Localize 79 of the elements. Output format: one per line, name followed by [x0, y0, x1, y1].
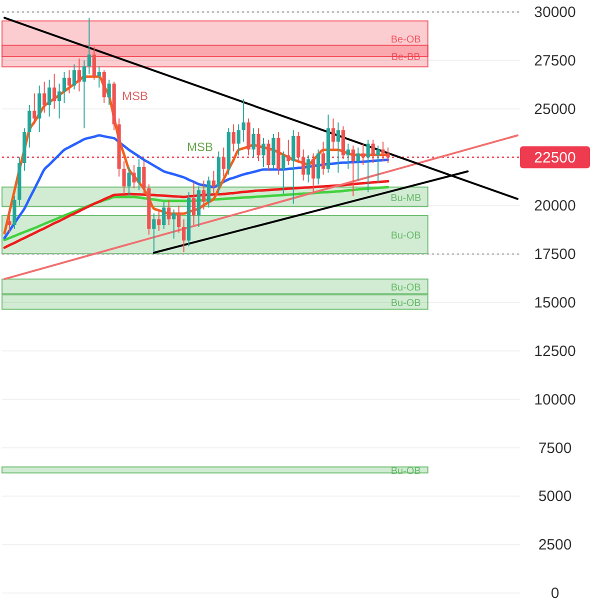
- candlestick: [177, 205, 181, 234]
- candlestick: [122, 160, 126, 195]
- candlestick: [72, 64, 76, 90]
- annotation: MSB: [122, 89, 148, 103]
- candlestick: [232, 124, 236, 152]
- candlestick: [266, 139, 270, 172]
- candlestick: [42, 81, 46, 114]
- candlestick: [67, 70, 72, 94]
- candlestick: [361, 143, 365, 166]
- candlestick: [52, 73, 56, 110]
- y-tick-label: 12500: [534, 342, 576, 360]
- y-tick-label: 17500: [534, 246, 576, 264]
- candlestick: [256, 128, 260, 162]
- candlestick: [346, 143, 350, 170]
- candlestick: [162, 201, 166, 230]
- band-label: Be-OB: [390, 34, 422, 46]
- band-label: Bu-MB: [390, 192, 422, 204]
- candlestick: [371, 139, 375, 164]
- band-label: Bu-OB: [390, 282, 422, 294]
- candlestick: [306, 154, 310, 183]
- y-tick-label: 0: [550, 585, 560, 600]
- candlestick: [127, 166, 131, 196]
- candlestick: [302, 149, 306, 181]
- candlestick: [167, 199, 171, 226]
- candlestick: [48, 79, 52, 118]
- candlestick: [312, 152, 316, 193]
- y-tick-label: 27500: [534, 52, 576, 70]
- candlestick: [172, 209, 176, 240]
- candlestick: [236, 124, 240, 156]
- candlestick: [137, 158, 141, 191]
- candlestick: [87, 17, 91, 74]
- candlestick: [132, 164, 136, 189]
- candlestick: [386, 147, 390, 164]
- candlestick: [32, 92, 36, 125]
- candlestick: [282, 150, 286, 195]
- candlestick: [222, 147, 226, 178]
- y-tick-label: 7500: [538, 440, 572, 457]
- candlestick: [381, 141, 385, 162]
- candlestick: [252, 128, 256, 158]
- candlestick: [82, 60, 86, 129]
- candlestick: [57, 83, 62, 120]
- candlestick: [8, 209, 12, 234]
- band-label: Bu-OB: [390, 230, 422, 242]
- candlestick: [202, 180, 206, 210]
- y-tick-label: 15000: [534, 294, 576, 312]
- candlestick: [356, 147, 360, 181]
- candlestick: [351, 145, 355, 196]
- candlestick: [77, 58, 81, 92]
- candlestick: [262, 137, 266, 168]
- y-tick-label: 5000: [538, 488, 572, 506]
- candlestick: [97, 66, 101, 88]
- y-tick-label: 25000: [534, 100, 576, 118]
- candlestick: [92, 46, 96, 80]
- candlestick: [212, 170, 216, 195]
- candlestick: [242, 98, 246, 142]
- candlestick: [286, 139, 290, 166]
- candlestick: [376, 145, 380, 183]
- candlestick: [182, 218, 186, 253]
- candlestick: [366, 139, 370, 193]
- candlestick: [331, 118, 336, 150]
- candlestick: [62, 72, 66, 104]
- y-tick-label: 22500: [534, 149, 576, 166]
- y-tick-label: 20000: [534, 198, 576, 215]
- candlestick: [336, 122, 340, 174]
- y-tick-label: 10000: [534, 391, 576, 408]
- candlestick: [28, 104, 32, 148]
- annotation: MSB: [186, 140, 214, 154]
- candlestick: [321, 141, 326, 176]
- candlestick: [192, 182, 196, 226]
- candlestick: [206, 176, 210, 208]
- candlestick: [296, 132, 300, 164]
- y-tick-label: 2500: [538, 536, 572, 554]
- y-tick-label: 30000: [534, 4, 576, 21]
- candlestick: [157, 209, 161, 232]
- line-series: [3, 180, 390, 249]
- band-label: Bu-OB: [390, 298, 422, 310]
- candlestick: [142, 160, 146, 195]
- candlestick: [152, 212, 156, 253]
- candlestick: [107, 79, 111, 106]
